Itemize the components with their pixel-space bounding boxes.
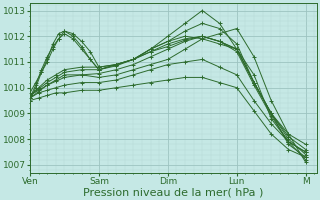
X-axis label: Pression niveau de la mer( hPa ): Pression niveau de la mer( hPa ) — [84, 187, 264, 197]
